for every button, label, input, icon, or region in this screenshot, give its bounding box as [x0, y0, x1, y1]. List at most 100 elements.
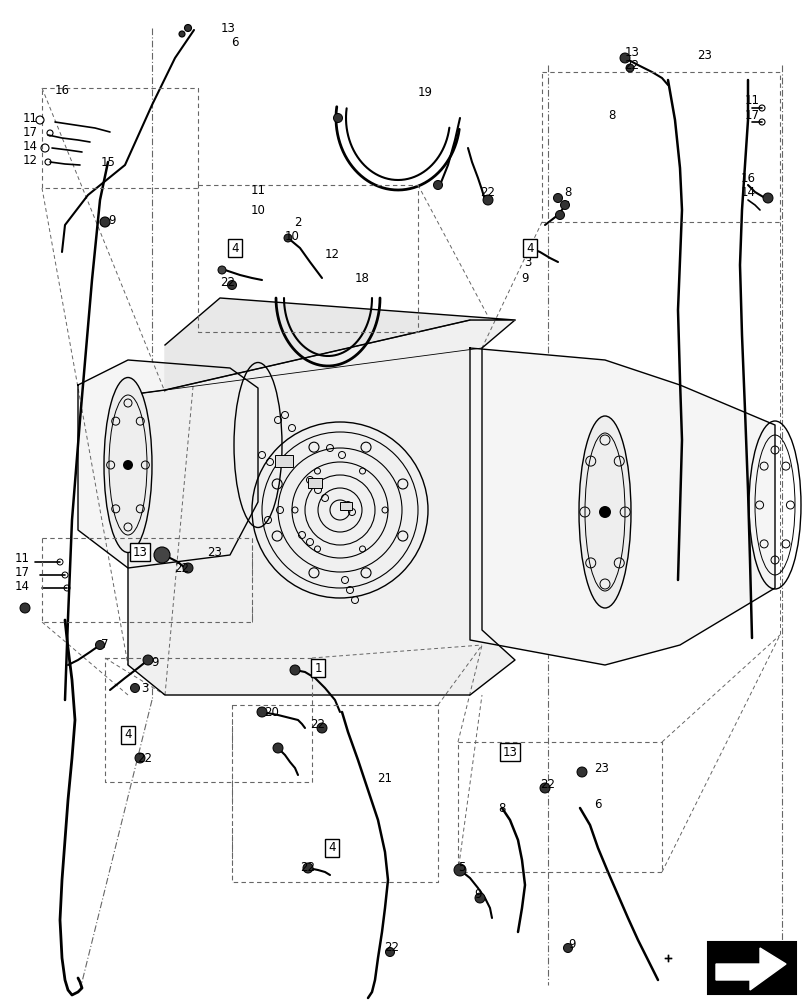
Text: 14: 14	[23, 140, 37, 153]
Text: 19: 19	[417, 86, 432, 99]
Circle shape	[333, 114, 342, 123]
Circle shape	[290, 665, 299, 675]
Circle shape	[20, 603, 30, 613]
Circle shape	[433, 181, 442, 190]
Text: 12: 12	[23, 154, 37, 167]
Circle shape	[178, 31, 185, 37]
Circle shape	[135, 753, 145, 763]
Text: 21: 21	[377, 772, 392, 784]
Bar	[707, 942, 795, 994]
Text: 17: 17	[23, 126, 37, 139]
Text: 10: 10	[284, 231, 299, 243]
Circle shape	[599, 506, 610, 518]
Text: 13: 13	[132, 546, 148, 558]
Text: 17: 17	[15, 566, 29, 578]
Text: 11: 11	[744, 94, 758, 107]
Bar	[340, 502, 351, 510]
Text: 22: 22	[300, 861, 315, 874]
Polygon shape	[470, 348, 774, 665]
Text: 9: 9	[568, 938, 575, 951]
Text: 10: 10	[251, 204, 265, 217]
Polygon shape	[128, 320, 514, 695]
Text: 4: 4	[231, 241, 238, 254]
Text: 13: 13	[502, 745, 517, 758]
Text: 20: 20	[264, 706, 279, 718]
Circle shape	[122, 460, 133, 470]
Text: 13: 13	[624, 46, 638, 59]
Polygon shape	[78, 360, 258, 568]
Text: 6: 6	[594, 798, 601, 811]
Text: 22: 22	[310, 718, 325, 731]
Text: 16: 16	[740, 172, 754, 185]
Circle shape	[625, 64, 633, 72]
Circle shape	[303, 863, 312, 873]
Circle shape	[560, 201, 569, 210]
Text: 4: 4	[526, 241, 533, 254]
Circle shape	[577, 767, 586, 777]
Text: 22: 22	[137, 752, 152, 764]
Text: 9: 9	[108, 214, 116, 227]
Circle shape	[284, 234, 292, 242]
Text: 17: 17	[744, 109, 758, 122]
Text: 11: 11	[250, 184, 265, 197]
Text: 8: 8	[498, 801, 505, 814]
Circle shape	[620, 53, 629, 63]
Text: 22: 22	[174, 562, 189, 574]
Text: 12: 12	[324, 248, 339, 261]
Circle shape	[143, 655, 152, 665]
Text: 22: 22	[384, 941, 399, 954]
Text: 11: 11	[23, 112, 37, 125]
Text: 1: 1	[314, 662, 321, 674]
Text: 22: 22	[221, 275, 235, 288]
Text: 22: 22	[480, 186, 495, 199]
Text: 16: 16	[54, 84, 70, 97]
Circle shape	[182, 563, 193, 573]
Text: 23: 23	[594, 762, 609, 774]
Ellipse shape	[104, 377, 152, 552]
Text: 3: 3	[524, 255, 531, 268]
Circle shape	[131, 684, 139, 692]
Text: 23: 23	[697, 49, 711, 62]
Circle shape	[184, 25, 191, 32]
Circle shape	[217, 266, 225, 274]
Text: 14: 14	[15, 580, 29, 592]
Text: 5: 5	[457, 861, 466, 874]
Text: 13: 13	[221, 22, 235, 35]
Text: 23: 23	[208, 546, 222, 558]
Text: 8: 8	[607, 109, 615, 122]
Circle shape	[539, 783, 549, 793]
Text: 2: 2	[294, 216, 302, 229]
Polygon shape	[715, 948, 785, 990]
Circle shape	[257, 707, 267, 717]
Circle shape	[483, 195, 492, 205]
Circle shape	[385, 947, 394, 956]
Text: 7: 7	[101, 638, 109, 652]
Circle shape	[762, 193, 772, 203]
Text: 6: 6	[231, 36, 238, 49]
Bar	[307, 478, 322, 488]
Circle shape	[272, 743, 283, 753]
Circle shape	[227, 280, 236, 290]
Text: 11: 11	[15, 552, 29, 564]
Circle shape	[474, 893, 484, 903]
Text: 8: 8	[564, 186, 571, 199]
Text: 14: 14	[740, 186, 754, 199]
Text: 4: 4	[328, 841, 335, 854]
Ellipse shape	[578, 416, 630, 608]
Circle shape	[154, 547, 169, 563]
Circle shape	[316, 723, 327, 733]
Circle shape	[100, 217, 109, 227]
Circle shape	[563, 943, 572, 952]
Text: 22: 22	[540, 778, 555, 791]
Circle shape	[555, 211, 564, 220]
Text: 9: 9	[151, 656, 159, 668]
Bar	[275, 455, 293, 467]
Text: 3: 3	[141, 682, 148, 694]
Text: 22: 22	[624, 59, 639, 72]
Polygon shape	[165, 298, 514, 390]
Text: 4: 4	[124, 728, 131, 741]
Circle shape	[553, 194, 562, 203]
Text: 9: 9	[474, 888, 481, 902]
Circle shape	[523, 243, 532, 252]
Text: 18: 18	[354, 271, 369, 284]
